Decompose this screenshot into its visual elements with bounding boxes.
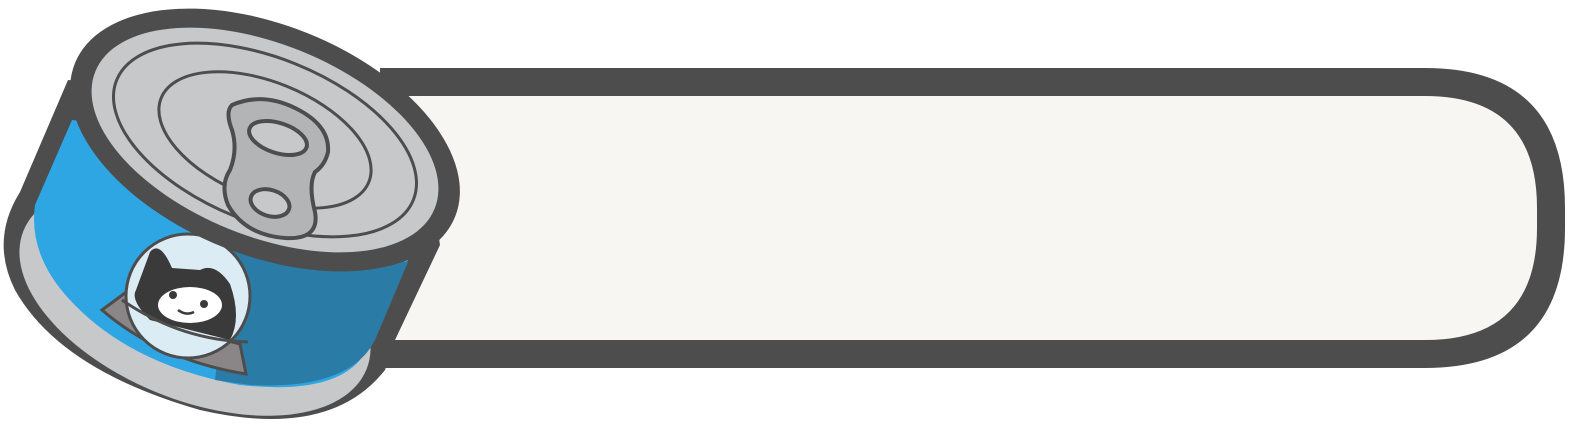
pull-tab	[222, 97, 331, 241]
banner-text	[480, 98, 1520, 336]
name-plate-inner	[395, 96, 1537, 340]
astronaut-cat-icon	[99, 232, 252, 376]
name-plate-panel	[380, 68, 1565, 368]
can-label-shade	[215, 250, 408, 386]
cat-food-can-icon	[3, 8, 460, 419]
